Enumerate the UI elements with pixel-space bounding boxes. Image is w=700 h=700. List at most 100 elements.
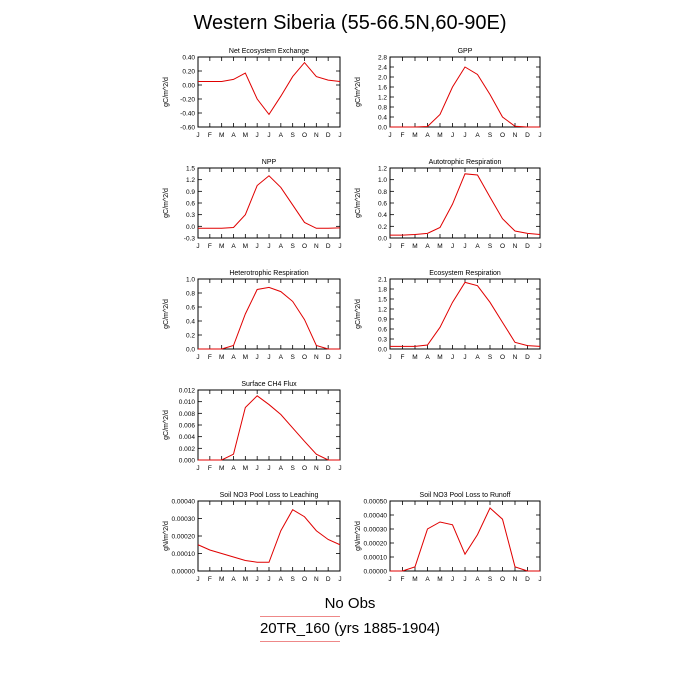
y-tick-label: 1.0 — [378, 177, 387, 184]
x-tick-label: J — [388, 354, 391, 361]
y-tick-label: 1.5 — [378, 297, 387, 304]
x-tick-label: A — [231, 354, 236, 361]
plot-frame — [197, 56, 341, 128]
x-tick-label: S — [290, 354, 295, 361]
x-tick-label: M — [219, 243, 224, 250]
x-tick-label: J — [338, 354, 341, 361]
y-tick-label: 0.00040 — [364, 513, 388, 520]
y-tick-label: 0.8 — [378, 189, 387, 196]
x-tick-label: F — [208, 132, 212, 139]
x-tick-label: M — [243, 465, 248, 472]
x-tick-label: A — [279, 465, 284, 472]
chart-panel-5: Ecosystem Respiration gC/m^2/d 2.1 1.8 1.5 1.… — [355, 270, 542, 361]
x-tick-label: N — [513, 354, 518, 361]
chart-panel-7: Soil NO3 Pool Loss to LeachinggN/m^2/d0.… — [163, 492, 342, 583]
x-tick-label: M — [219, 132, 224, 139]
y-tick-label: 0.0 — [378, 347, 387, 354]
x-tick-label: A — [231, 243, 236, 250]
x-tick-label: F — [401, 354, 405, 361]
y-tick-label: 0.012 — [179, 388, 196, 395]
y-tick-label: 1.2 — [186, 177, 195, 184]
x-tick-label: D — [525, 243, 530, 250]
x-tick-label: N — [314, 465, 319, 472]
x-tick-label: O — [302, 465, 307, 472]
x-tick-label: J — [196, 243, 199, 250]
x-tick-label: J — [463, 243, 466, 250]
x-tick-label: S — [488, 132, 493, 139]
x-tick-label: M — [437, 576, 442, 583]
x-tick-label: D — [326, 354, 331, 361]
series-line — [198, 395, 340, 461]
x-tick-label: A — [425, 576, 430, 583]
chart-title: Soil NO3 Pool Loss to Runoff — [420, 492, 511, 499]
x-tick-label: J — [196, 576, 199, 583]
y-tick-label: 0.00030 — [172, 516, 196, 523]
x-tick-label: N — [314, 354, 319, 361]
plot-frame — [389, 500, 541, 572]
legend-entry-model: 20TR_160 (yrs 1885-1904) — [259, 620, 441, 637]
x-tick-label: D — [326, 465, 331, 472]
x-tick-label: J — [338, 576, 341, 583]
x-tick-label: O — [500, 243, 505, 250]
x-tick-label: M — [243, 354, 248, 361]
series-line — [390, 66, 540, 128]
x-tick-label: M — [412, 243, 417, 250]
y-tick-label: 0.3 — [378, 337, 387, 344]
chart-panel-6: Surface CH4 Flux gC/m^2/d 0.012 0.010 0.008 0… — [163, 381, 342, 472]
x-tick-label: N — [314, 243, 319, 250]
x-tick-label: F — [401, 132, 405, 139]
y-tick-label: 0.0 — [378, 236, 387, 243]
y-tick-label: 0.010 — [179, 399, 196, 406]
y-tick-label: 0.002 — [179, 446, 196, 453]
x-tick-label: D — [525, 132, 530, 139]
x-tick-label: J — [463, 576, 466, 583]
y-tick-label: 0.00050 — [364, 499, 388, 506]
series-line — [390, 281, 541, 347]
chart-panel-4: Heterotrophic Respiration gC/m^2/d 1.0 0.8 0… — [163, 270, 342, 361]
x-tick-label: F — [401, 576, 405, 583]
x-tick-label: M — [437, 354, 442, 361]
x-tick-label: D — [525, 576, 530, 583]
x-tick-label: J — [338, 132, 341, 139]
y-tick-label: 1.0 — [186, 277, 195, 284]
y-tick-label: 0.0 — [378, 125, 387, 132]
x-tick-label: M — [437, 132, 442, 139]
y-axis-label: gN/m^2/d — [355, 521, 362, 551]
y-tick-label: 0.4 — [186, 319, 195, 326]
x-tick-label: J — [388, 132, 391, 139]
x-tick-label: M — [219, 465, 224, 472]
y-tick-label: 0.9 — [186, 189, 195, 196]
y-tick-label: 0.00020 — [364, 541, 388, 548]
series-line — [390, 173, 541, 236]
x-tick-label: J — [538, 354, 541, 361]
series-line — [198, 286, 340, 350]
x-tick-label: J — [267, 132, 270, 139]
series-line — [198, 61, 341, 116]
plot-frame — [389, 278, 541, 350]
chart-panel-0: Net Ecosystem Exchange gC/m^2/d 0.40 0.20 0.… — [163, 48, 342, 139]
y-tick-label: 0.00 — [182, 83, 195, 90]
y-tick-label: 2.1 — [378, 277, 387, 284]
x-tick-label: J — [538, 576, 541, 583]
y-tick-label: 0.8 — [186, 291, 195, 298]
x-tick-label: J — [451, 576, 454, 583]
y-axis-label: gN/m^2/d — [163, 521, 170, 551]
x-tick-label: D — [326, 576, 331, 583]
y-tick-label: 1.8 — [378, 287, 387, 294]
y-tick-label: 0.4 — [378, 115, 387, 122]
x-tick-label: A — [425, 132, 430, 139]
x-tick-label: J — [463, 354, 466, 361]
x-tick-label: J — [451, 132, 454, 139]
chart-title: Ecosystem Respiration — [429, 270, 501, 277]
x-tick-label: S — [290, 243, 295, 250]
x-tick-label: J — [338, 465, 341, 472]
x-tick-label: M — [412, 132, 417, 139]
y-axis-label: gC/m^2/d — [163, 188, 170, 218]
x-tick-label: A — [279, 243, 284, 250]
y-tick-label: 2.4 — [378, 65, 387, 72]
chart-panel-3: Autotrophic Respiration gC/m^2/d 1.2 1.0 0.8… — [355, 159, 542, 250]
x-tick-label: M — [412, 354, 417, 361]
x-tick-label: O — [302, 243, 307, 250]
y-tick-label: 0.00020 — [172, 534, 196, 541]
